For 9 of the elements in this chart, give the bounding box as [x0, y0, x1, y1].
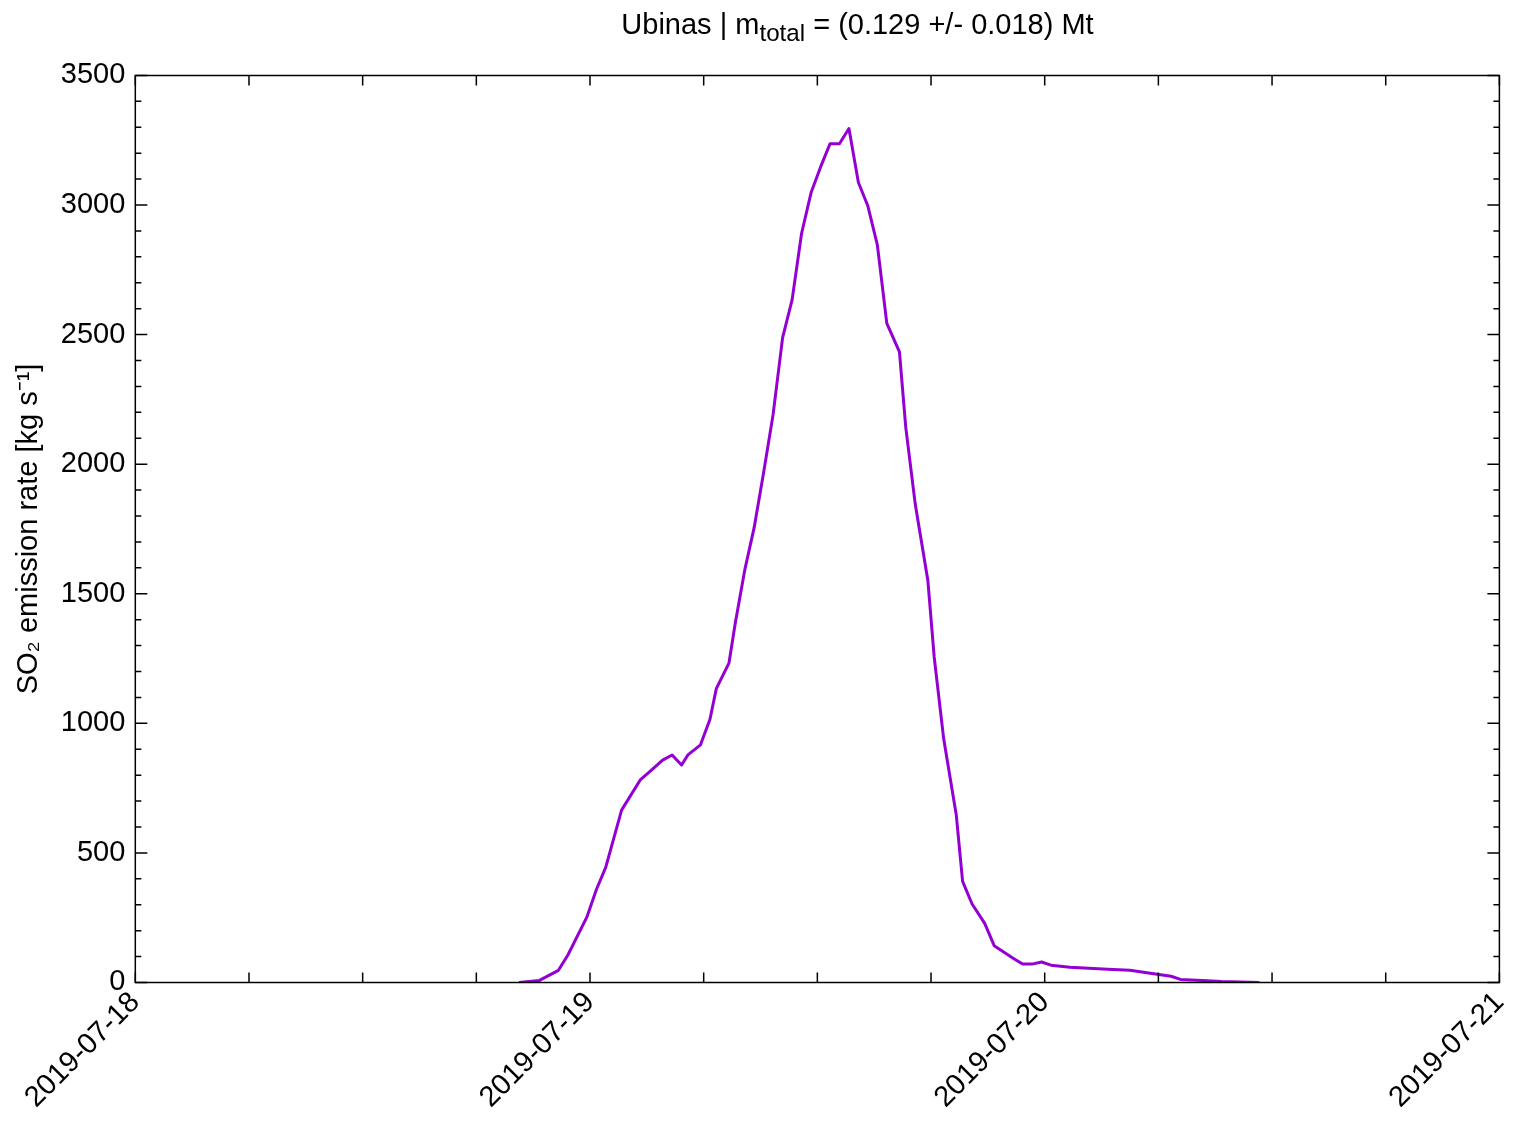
y-tick-label: 2500 [60, 316, 126, 349]
y-tick-label: 1500 [60, 575, 126, 608]
y-tick-label: 2000 [60, 446, 126, 479]
y-tick-label: 500 [76, 834, 126, 867]
y-tick-label: 3000 [60, 186, 126, 219]
chart-title: Ubinas | m$_{total}$ = (0.129 +/- 0.018) Mt [620, 8, 1095, 48]
y-tick-label: 3500 [60, 57, 126, 90]
y-axis-title: SO₂ emission rate [kg s⁻¹] [11, 363, 44, 695]
y-tick-label: 1000 [60, 705, 126, 738]
